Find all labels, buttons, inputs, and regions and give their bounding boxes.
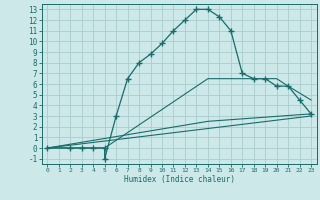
X-axis label: Humidex (Indice chaleur): Humidex (Indice chaleur)	[124, 175, 235, 184]
